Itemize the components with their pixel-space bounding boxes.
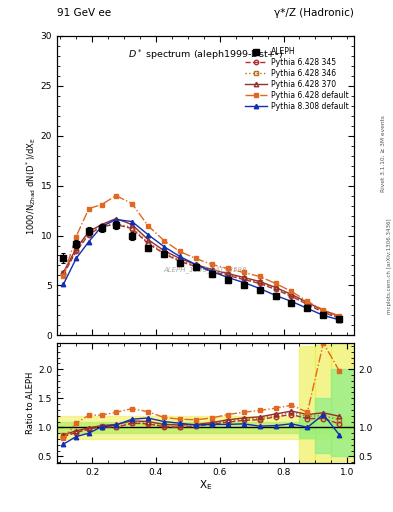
Text: mcplots.cern.ch [arXiv:1306.3436]: mcplots.cern.ch [arXiv:1306.3436]: [387, 219, 391, 314]
Y-axis label: 1000/N$_\mathregular{Zhad}$ dN(D$^*$)/dX$_\mathregular{E}$: 1000/N$_\mathregular{Zhad}$ dN(D$^*$)/dX…: [24, 137, 38, 234]
Text: γ*/Z (Hadronic): γ*/Z (Hadronic): [274, 8, 354, 18]
Y-axis label: Ratio to ALEPH: Ratio to ALEPH: [26, 372, 35, 434]
Bar: [57, 421, 354, 433]
Text: Rivet 3.1.10, ≥ 3M events: Rivet 3.1.10, ≥ 3M events: [381, 115, 386, 192]
Text: 91 GeV ee: 91 GeV ee: [57, 8, 111, 18]
Bar: [299, 415, 316, 438]
Legend: ALEPH, Pythia 6.428 345, Pythia 6.428 346, Pythia 6.428 370, Pythia 6.428 defaul: ALEPH, Pythia 6.428 345, Pythia 6.428 34…: [244, 46, 350, 112]
Text: $D^*$ spectrum (aleph1999-Dst+-): $D^*$ spectrum (aleph1999-Dst+-): [128, 48, 283, 62]
Bar: [316, 398, 331, 454]
Bar: [331, 369, 354, 456]
Bar: [316, 345, 331, 462]
Bar: [57, 416, 354, 439]
Text: ALEPH_1999_S4193598: ALEPH_1999_S4193598: [163, 266, 247, 273]
Bar: [299, 346, 316, 463]
Bar: [331, 343, 354, 461]
X-axis label: X$_\mathregular{E}$: X$_\mathregular{E}$: [199, 479, 212, 493]
